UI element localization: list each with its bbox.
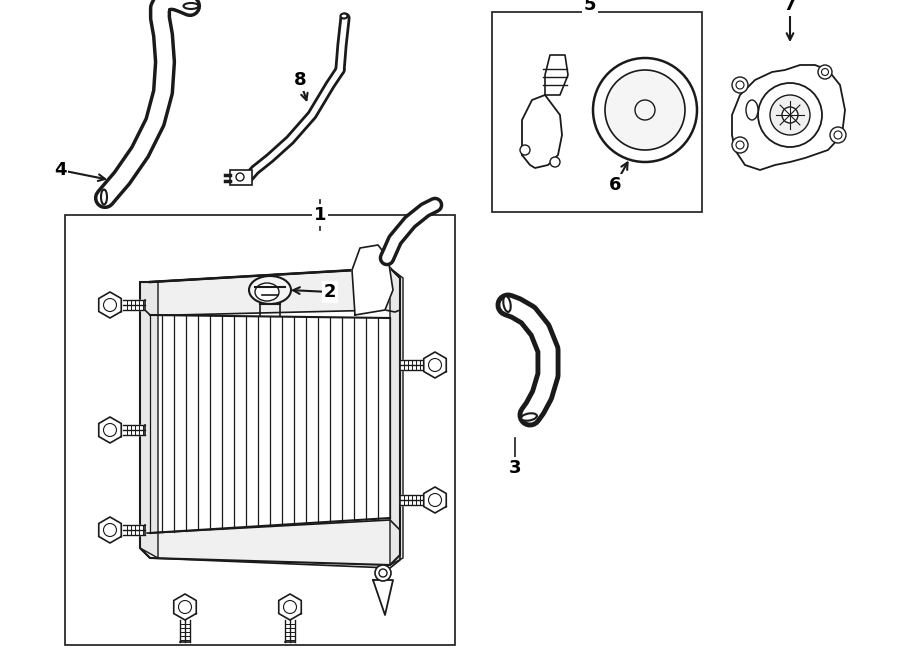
Polygon shape (140, 520, 400, 568)
Polygon shape (279, 594, 302, 620)
Polygon shape (400, 495, 422, 505)
Polygon shape (99, 517, 122, 543)
Ellipse shape (101, 190, 107, 204)
Polygon shape (522, 95, 562, 168)
Circle shape (550, 157, 560, 167)
Text: 1: 1 (314, 206, 326, 224)
Polygon shape (373, 580, 393, 615)
Circle shape (732, 77, 748, 93)
Circle shape (375, 565, 391, 581)
Polygon shape (123, 425, 145, 435)
Polygon shape (390, 268, 403, 565)
Polygon shape (400, 360, 422, 370)
Text: 3: 3 (508, 459, 521, 477)
Text: 5: 5 (584, 0, 596, 14)
Circle shape (605, 70, 685, 150)
Circle shape (830, 127, 846, 143)
Polygon shape (352, 245, 393, 315)
Polygon shape (545, 55, 568, 95)
Polygon shape (140, 282, 158, 558)
Circle shape (758, 83, 822, 147)
Polygon shape (99, 417, 122, 443)
Text: 8: 8 (293, 71, 306, 89)
Ellipse shape (249, 276, 291, 304)
Ellipse shape (503, 296, 510, 312)
Circle shape (782, 107, 798, 123)
Polygon shape (140, 268, 400, 565)
Polygon shape (123, 525, 145, 535)
Text: 4: 4 (54, 161, 67, 179)
Polygon shape (424, 487, 446, 513)
Polygon shape (99, 292, 122, 318)
Text: 6: 6 (608, 176, 621, 194)
Polygon shape (174, 594, 196, 620)
Ellipse shape (340, 13, 347, 19)
Ellipse shape (746, 100, 758, 120)
Bar (65, 215, 455, 645)
Circle shape (818, 65, 832, 79)
Polygon shape (424, 352, 446, 378)
Circle shape (520, 145, 530, 155)
Circle shape (770, 95, 810, 135)
Circle shape (732, 137, 748, 153)
Ellipse shape (255, 283, 279, 301)
Bar (230, 170, 252, 185)
Polygon shape (140, 268, 400, 315)
Polygon shape (732, 65, 845, 170)
Ellipse shape (521, 413, 537, 420)
Circle shape (593, 58, 697, 162)
Text: 7: 7 (784, 0, 796, 14)
Bar (492, 12, 702, 212)
Polygon shape (123, 300, 145, 310)
Text: 2: 2 (324, 283, 337, 301)
Ellipse shape (184, 3, 199, 9)
